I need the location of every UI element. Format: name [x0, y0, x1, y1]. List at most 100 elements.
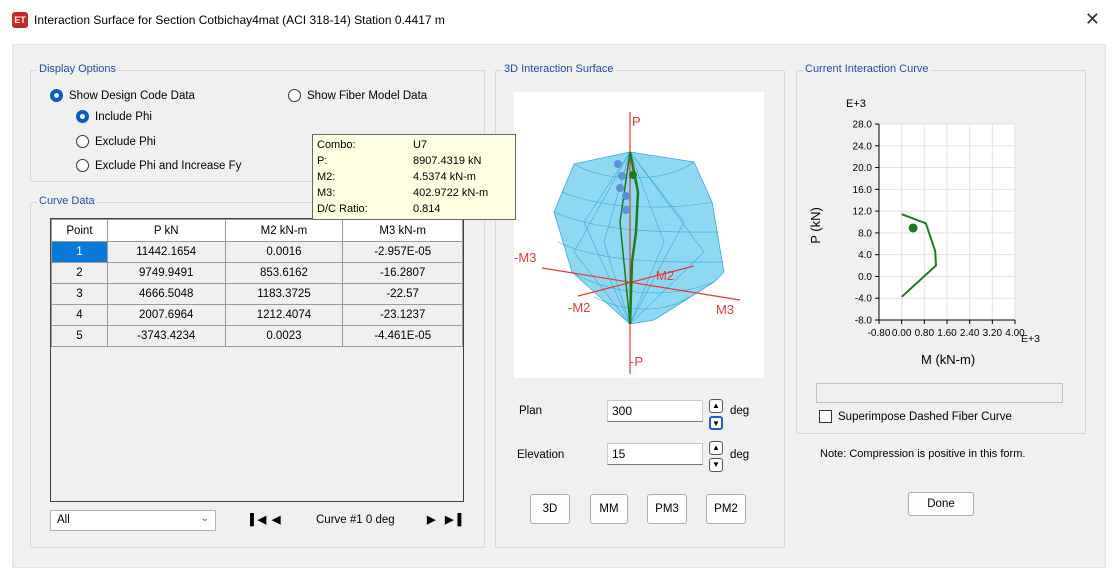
cell-m3[interactable]: -4.461E-05	[342, 325, 463, 347]
tooltip-key: P:	[317, 155, 328, 167]
view-pm2-button[interactable]: PM2	[706, 494, 746, 524]
next-curve-icon[interactable]: ▶	[427, 514, 436, 526]
view-mm-button[interactable]: MM	[590, 494, 628, 524]
col-header-m3[interactable]: M3 kN-m	[342, 219, 463, 242]
col-header-point[interactable]: Point	[51, 219, 108, 242]
radio-exclude-phi-increase-fy[interactable]: Exclude Phi and Increase Fy	[76, 159, 241, 172]
cell-m2[interactable]: 0.0016	[224, 241, 344, 263]
col-header-p[interactable]: P kN	[106, 219, 226, 242]
table-row[interactable]: 4 2007.6964 1212.4074 -23.1237	[51, 304, 463, 326]
table-row[interactable]: 1 11442.1654 0.0016 -2.957E-05	[51, 241, 463, 263]
superimpose-checkbox[interactable]: Superimpose Dashed Fiber Curve	[819, 410, 1012, 423]
table-row[interactable]: 2 9749.9491 853.6162 -16.2807	[51, 262, 463, 284]
x-tick-label: 0.80	[915, 328, 935, 339]
current-curve-svg: -0.80 0.00 0.80 1.60 2.40 3.20 4.00 28.0 24.0 20.…	[853, 120, 1026, 340]
view-pm3-button[interactable]: PM3	[647, 494, 687, 524]
curve-filter-select[interactable]: All ⌄	[50, 510, 216, 531]
interaction-curve-line	[901, 213, 938, 298]
plan-up-icon[interactable]: ▲	[709, 399, 723, 413]
chevron-down-icon: ⌄	[200, 513, 209, 524]
radio-show-design-code[interactable]: Show Design Code Data	[50, 89, 195, 102]
surface-3d-drawing	[541, 112, 741, 374]
axis-neg-m2-label: -M2	[568, 300, 591, 315]
demand-points	[614, 160, 630, 214]
radio-include-phi[interactable]: Include Phi	[76, 110, 152, 123]
table-row[interactable]: 5 -3743.4234 0.0023 -4.461E-05	[51, 325, 463, 347]
cell-p[interactable]: 9749.9491	[106, 262, 226, 284]
last-curve-icon[interactable]: ▶▐	[445, 514, 462, 526]
curve-label: Curve #1 0 deg	[316, 514, 395, 526]
cell-point[interactable]: 4	[51, 304, 108, 326]
display-options-title: Display Options	[37, 63, 119, 75]
cell-p[interactable]: 2007.6964	[106, 304, 226, 326]
cell-m2[interactable]: 853.6162	[224, 262, 344, 284]
interaction-curve-3d-secondary	[619, 151, 631, 325]
cell-m2[interactable]: 1212.4074	[224, 304, 344, 326]
cell-m2[interactable]: 0.0023	[224, 325, 344, 347]
table-row[interactable]: 3 4666.5048 1183.3725 -22.57	[51, 283, 463, 305]
cell-p[interactable]: -3743.4234	[106, 325, 226, 347]
superimpose-label: Superimpose Dashed Fiber Curve	[838, 410, 1012, 423]
tooltip-key: M3:	[317, 187, 336, 199]
close-icon[interactable]: ✕	[1084, 9, 1100, 29]
surface-3d-view[interactable]: P -P -M3 M3 M2 -M2	[514, 92, 764, 378]
elevation-up-icon[interactable]: ▲	[709, 441, 723, 455]
tooltip-value: 8907.4319 kN	[413, 155, 482, 167]
radio-label: Exclude Phi	[95, 135, 156, 148]
y-tick-label: -4.0	[855, 294, 873, 305]
x-tick-label: -0.80	[868, 328, 891, 339]
display-options-group: Display Options	[30, 63, 485, 182]
tooltip-value: 402.9722 kN-m	[413, 187, 489, 199]
cell-m3[interactable]: -22.57	[342, 283, 463, 305]
cell-point[interactable]: 1	[51, 241, 108, 263]
compression-note: Note: Compression is positive in this fo…	[820, 448, 1026, 460]
elevation-label: Elevation	[517, 449, 565, 461]
plan-down-icon[interactable]: ▼	[709, 416, 723, 430]
m2-axis-line	[577, 265, 695, 297]
radio-icon	[76, 135, 89, 148]
cell-p[interactable]: 4666.5048	[106, 283, 226, 305]
cell-m3[interactable]: -2.957E-05	[342, 241, 463, 263]
title-bar: ET Interaction Surface for Section Cotbi…	[0, 0, 1118, 40]
radio-selected-icon	[76, 110, 89, 123]
first-curve-icon[interactable]: ▌◀	[250, 514, 267, 526]
curve-data-title: Curve Data	[37, 195, 97, 207]
radio-show-fiber-model[interactable]: Show Fiber Model Data	[288, 89, 427, 102]
interaction-curve-3d	[628, 151, 640, 325]
radio-exclude-phi[interactable]: Exclude Phi	[76, 135, 156, 148]
y-tick-label: 12.0	[853, 207, 873, 218]
cell-m3[interactable]: -23.1237	[342, 304, 463, 326]
curve-data-group: Curve Data	[30, 195, 485, 548]
cell-point[interactable]: 5	[51, 325, 108, 347]
view-3d-button[interactable]: 3D	[530, 494, 570, 524]
radio-label: Show Design Code Data	[69, 89, 195, 102]
col-header-m2[interactable]: M2 kN-m	[224, 219, 344, 242]
y-tick-label: 28.0	[853, 120, 873, 131]
prev-curve-icon[interactable]: ◀	[272, 514, 281, 526]
cell-point[interactable]: 2	[51, 262, 108, 284]
elevation-deg-label: deg	[730, 449, 750, 461]
x-tick-label: 0.00	[892, 328, 912, 339]
x-tick-label: 4.00	[1005, 328, 1025, 339]
curve-filter-value: All	[57, 514, 70, 526]
radio-selected-icon	[50, 89, 63, 102]
curve-data-grid-frame: Point P kN M2 kN-m M3 kN-m 1 11442.1654 0.…	[50, 218, 464, 502]
done-button[interactable]: Done	[908, 492, 974, 516]
current-point-3d	[629, 171, 637, 179]
y-tick-label: 24.0	[853, 141, 873, 152]
tooltip-row: M2: 4.5374 kN-m	[317, 171, 476, 183]
plan-input[interactable]: 300	[607, 400, 703, 422]
cell-point[interactable]: 3	[51, 283, 108, 305]
elevation-down-icon[interactable]: ▼	[709, 458, 723, 472]
cell-m2[interactable]: 1183.3725	[224, 283, 344, 305]
y-tick-label: 16.0	[853, 185, 873, 196]
cell-p[interactable]: 11442.1654	[106, 241, 226, 263]
elevation-input[interactable]: 15	[607, 443, 703, 465]
m3-axis-line	[541, 267, 741, 301]
plan-deg-label: deg	[730, 405, 750, 417]
cell-m3[interactable]: -16.2807	[342, 262, 463, 284]
demand-point-marker	[908, 223, 918, 233]
current-curve-chart: -0.80 0.00 0.80 1.60 2.40 3.20 4.00 28.0 24.0 20.…	[805, 92, 1075, 378]
table-header-row: Point P kN M2 kN-m M3 kN-m	[51, 219, 463, 242]
tooltip-key: D/C Ratio:	[317, 203, 368, 215]
